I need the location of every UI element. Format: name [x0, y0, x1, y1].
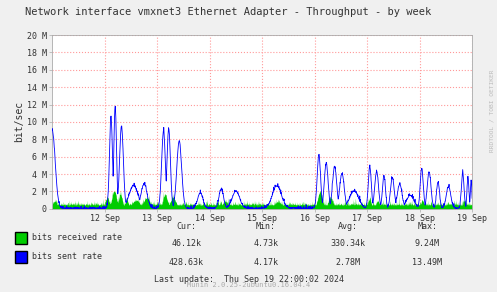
Text: 4.17k: 4.17k — [253, 258, 278, 267]
Text: 2.78M: 2.78M — [335, 258, 360, 267]
Text: 13.49M: 13.49M — [413, 258, 442, 267]
Text: Avg:: Avg: — [338, 222, 358, 231]
Y-axis label: bit/sec: bit/sec — [14, 101, 24, 142]
Text: Min:: Min: — [256, 222, 276, 231]
Text: 428.63k: 428.63k — [169, 258, 204, 267]
Text: Munin 2.0.25-2ubuntu0.16.04.4: Munin 2.0.25-2ubuntu0.16.04.4 — [187, 282, 310, 288]
Text: 46.12k: 46.12k — [171, 239, 201, 248]
Text: 9.24M: 9.24M — [415, 239, 440, 248]
Text: Network interface vmxnet3 Ethernet Adapter - Throughput - by week: Network interface vmxnet3 Ethernet Adapt… — [25, 7, 432, 17]
Text: Last update:  Thu Sep 19 22:00:02 2024: Last update: Thu Sep 19 22:00:02 2024 — [154, 275, 343, 284]
Text: Cur:: Cur: — [176, 222, 196, 231]
Text: 4.73k: 4.73k — [253, 239, 278, 248]
Text: Max:: Max: — [417, 222, 437, 231]
Text: RRDTOOL / TOBI OETIKER: RRDTOOL / TOBI OETIKER — [490, 70, 495, 152]
Text: bits sent rate: bits sent rate — [32, 253, 102, 261]
Text: bits received rate: bits received rate — [32, 234, 122, 242]
Text: 330.34k: 330.34k — [331, 239, 365, 248]
